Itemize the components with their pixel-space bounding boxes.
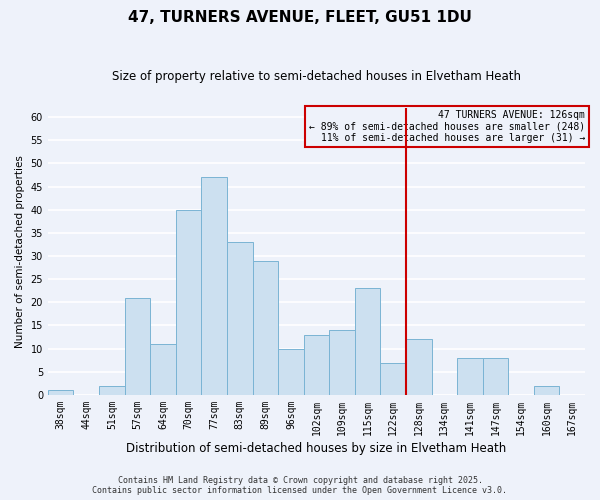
- Bar: [380, 362, 406, 395]
- Bar: [99, 386, 125, 395]
- Bar: [253, 260, 278, 395]
- Text: 47, TURNERS AVENUE, FLEET, GU51 1DU: 47, TURNERS AVENUE, FLEET, GU51 1DU: [128, 10, 472, 25]
- Text: 47 TURNERS AVENUE: 126sqm
← 89% of semi-detached houses are smaller (248)
11% of: 47 TURNERS AVENUE: 126sqm ← 89% of semi-…: [309, 110, 585, 144]
- Bar: [278, 348, 304, 395]
- Bar: [176, 210, 202, 395]
- Text: Contains HM Land Registry data © Crown copyright and database right 2025.
Contai: Contains HM Land Registry data © Crown c…: [92, 476, 508, 495]
- Bar: [48, 390, 73, 395]
- Bar: [457, 358, 482, 395]
- Bar: [202, 178, 227, 395]
- X-axis label: Distribution of semi-detached houses by size in Elvetham Heath: Distribution of semi-detached houses by …: [127, 442, 506, 455]
- Bar: [150, 344, 176, 395]
- Bar: [534, 386, 559, 395]
- Title: Size of property relative to semi-detached houses in Elvetham Heath: Size of property relative to semi-detach…: [112, 70, 521, 83]
- Bar: [355, 288, 380, 395]
- Y-axis label: Number of semi-detached properties: Number of semi-detached properties: [15, 155, 25, 348]
- Bar: [125, 298, 150, 395]
- Bar: [482, 358, 508, 395]
- Bar: [406, 340, 431, 395]
- Bar: [227, 242, 253, 395]
- Bar: [329, 330, 355, 395]
- Bar: [304, 334, 329, 395]
